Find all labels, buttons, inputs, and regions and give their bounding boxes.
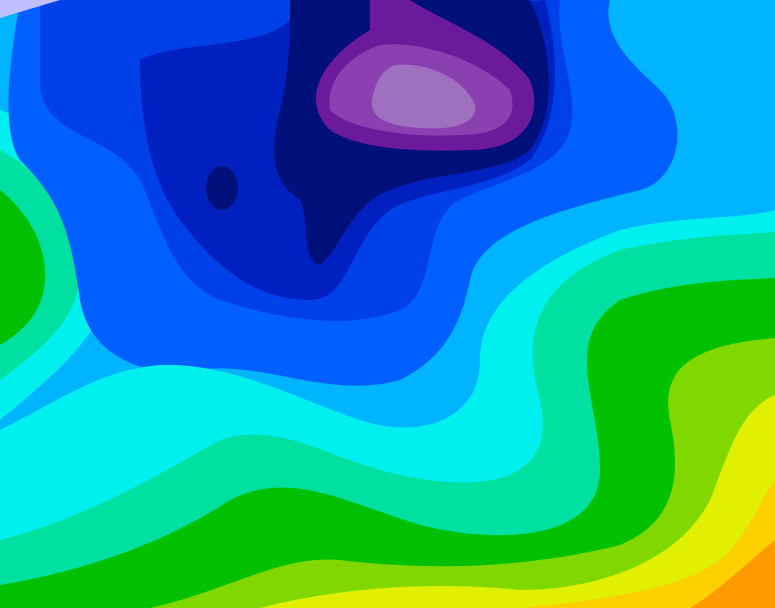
band-green	[0, 278, 775, 608]
navy-spot	[206, 166, 238, 210]
band-green-left	[0, 190, 45, 345]
band-gold	[520, 480, 775, 608]
corner-haze	[0, 0, 60, 18]
band-purple-light	[371, 64, 476, 129]
band-orange	[690, 540, 775, 608]
